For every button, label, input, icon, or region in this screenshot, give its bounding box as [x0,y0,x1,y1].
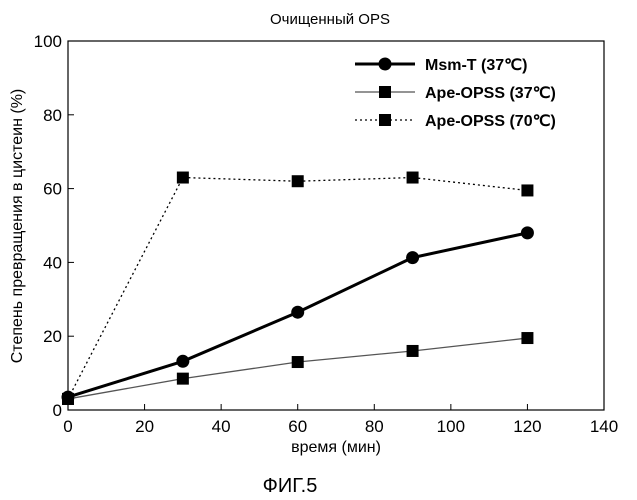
y-tick-label: 40 [43,253,62,272]
figure-caption: ФИГ.5 [263,475,318,497]
legend-label: Msm-T (37℃) [425,57,527,74]
series-line [68,338,527,399]
y-tick-label: 0 [53,401,62,420]
legend-label: Ape-OPSS (70℃) [425,113,556,130]
legend-marker [379,86,391,98]
x-tick-label: 80 [365,417,384,436]
x-axis-title: время (мин) [291,439,381,456]
x-tick-label: 100 [437,417,465,436]
data-point [291,306,304,319]
legend-marker [379,58,392,71]
y-tick-label: 60 [43,180,62,199]
y-tick-label: 80 [43,106,62,125]
data-point [177,172,189,184]
x-tick-label: 40 [212,417,231,436]
series-3 [62,172,533,405]
data-point [177,373,189,385]
data-point [521,226,534,239]
y-tick-label: 100 [34,32,62,51]
data-point [62,393,74,405]
y-tick-label: 20 [43,327,62,346]
x-axis: 0 20 40 60 80 100 120 140 [63,404,618,436]
data-point [521,184,533,196]
x-tick-label: 120 [513,417,541,436]
x-tick-label: 140 [590,417,618,436]
data-point [292,175,304,187]
legend: Msm-T (37℃) Ape-OPSS (37℃) Ape-OPSS (70℃) [355,57,556,130]
data-point [407,345,419,357]
series-2 [62,332,533,405]
series-1 [62,226,534,403]
legend-label: Ape-OPSS (37℃) [425,85,556,102]
legend-marker [379,114,391,126]
x-tick-label: 0 [63,417,72,436]
x-tick-label: 20 [135,417,154,436]
data-point [407,172,419,184]
x-tick-label: 60 [288,417,307,436]
data-point [176,355,189,368]
data-point [406,251,419,264]
data-point [521,332,533,344]
y-axis-title: Степень превращения в цистеин (%) [9,89,26,364]
series-layer [62,172,534,405]
chart-title: Очищенный OPS [270,11,390,28]
data-point [292,356,304,368]
